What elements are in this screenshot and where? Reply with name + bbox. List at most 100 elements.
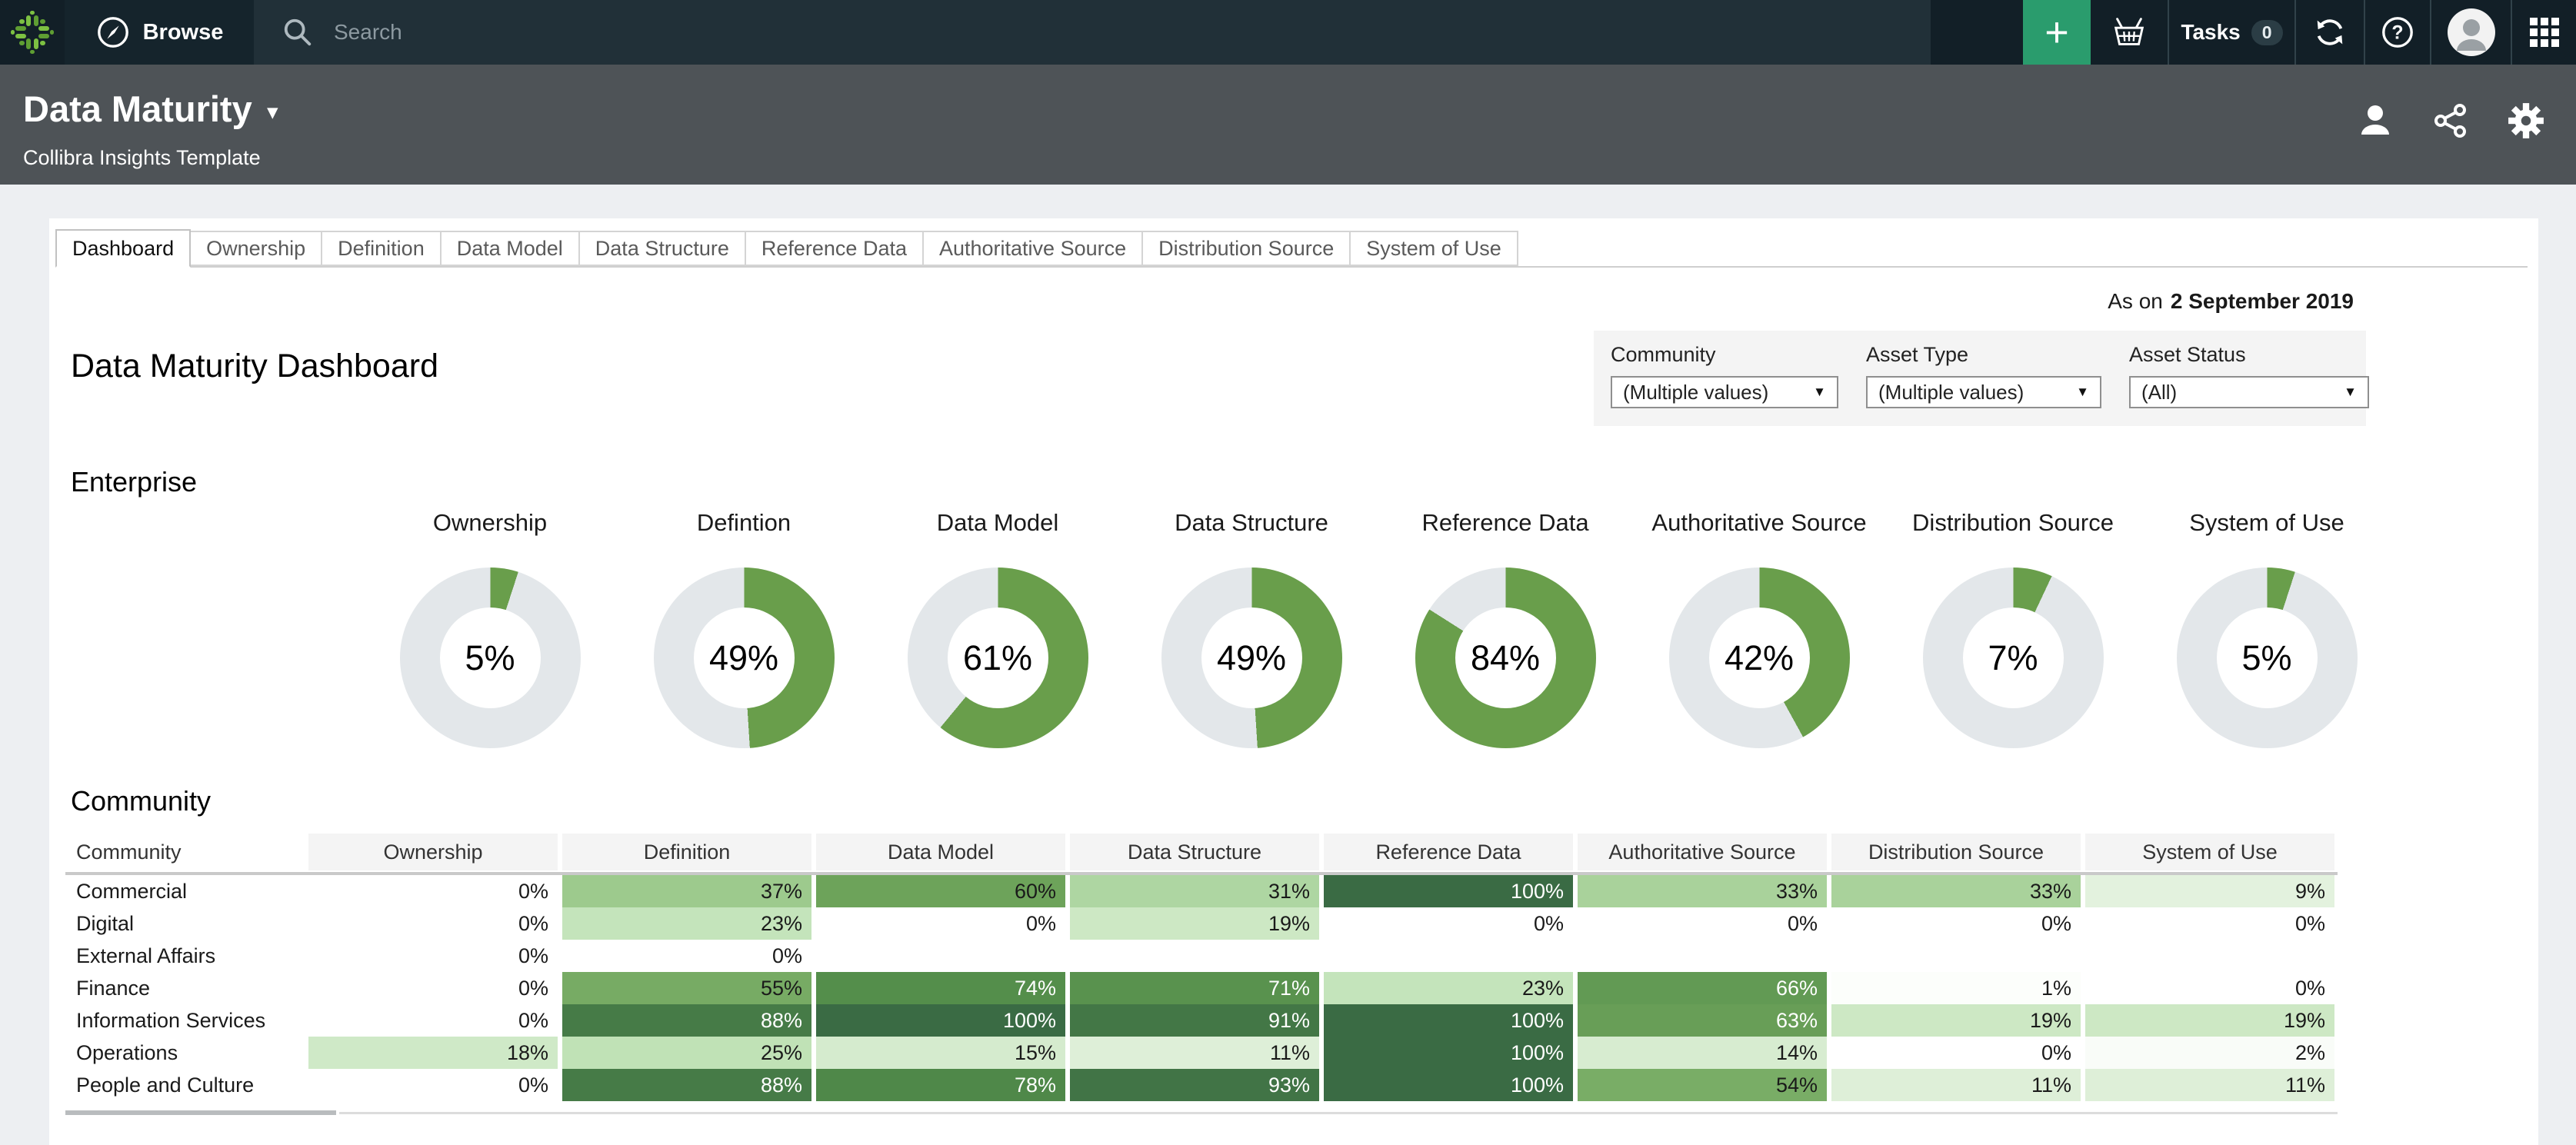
donut-chart[interactable]: 84% [1415,568,1596,748]
heatmap-cell[interactable]: 91% [1070,1004,1319,1037]
heatmap-cell[interactable]: 15% [816,1037,1065,1069]
heatmap-cell[interactable]: 100% [1324,875,1573,907]
tab-data-structure[interactable]: Data Structure [578,231,746,266]
heatmap-cell[interactable]: 25% [562,1037,811,1069]
heatmap-cell[interactable]: 0% [308,907,558,940]
filter-select-community[interactable]: (Multiple values) ▼ [1611,376,1838,408]
heatmap-cell[interactable]: 0% [308,940,558,972]
heatmap-cell[interactable]: 19% [1070,907,1319,940]
heatmap-cell[interactable]: 100% [1324,1004,1573,1037]
user-menu-button[interactable] [2430,0,2511,65]
heatmap-cell[interactable]: 37% [562,875,811,907]
donut-label: System of Use [2189,509,2344,536]
heatmap-cell[interactable]: 0% [308,1004,558,1037]
heatmap-cell[interactable]: 33% [1578,875,1827,907]
heatmap-cell[interactable]: 0% [308,1069,558,1101]
heatmap-cell[interactable]: 60% [816,875,1065,907]
tab-data-model[interactable]: Data Model [439,231,580,266]
tab-definition[interactable]: Definition [321,231,442,266]
heatmap-cell[interactable] [1324,940,1573,972]
donut-chart[interactable]: 61% [907,568,1088,748]
heatmap-cell[interactable]: 100% [1324,1037,1573,1069]
table-row: External Affairs 0% 0% [65,940,2338,972]
heatmap-cell[interactable] [2085,940,2334,972]
heatmap-cell[interactable]: 93% [1070,1069,1319,1101]
heatmap-cell[interactable]: 11% [1070,1037,1319,1069]
heatmap-cell[interactable]: 0% [308,875,558,907]
help-button[interactable]: ? [2364,0,2430,65]
search-input[interactable] [332,19,1025,45]
heatmap-cell[interactable]: 0% [2085,907,2334,940]
heatmap-cell[interactable]: 74% [816,972,1065,1004]
tasks-button[interactable]: Tasks 0 [2168,0,2294,65]
donut-chart[interactable]: 5% [399,568,581,748]
heatmap-cell[interactable]: 0% [1324,907,1573,940]
tab-authoritative-source[interactable]: Authoritative Source [921,231,1144,266]
heatmap-cell[interactable]: 9% [2085,875,2334,907]
browse-button[interactable]: Browse [65,0,254,65]
tab-reference-data[interactable]: Reference Data [744,231,924,266]
heatmap-cell[interactable]: 88% [562,1069,811,1101]
heatmap-cell[interactable]: 18% [308,1037,558,1069]
heatmap-cell[interactable]: 19% [1831,1004,2081,1037]
apps-grid-button[interactable] [2511,0,2576,65]
heatmap-cell[interactable]: 88% [562,1004,811,1037]
heatmap-cell[interactable]: 0% [562,940,811,972]
heatmap-cell[interactable]: 19% [2085,1004,2334,1037]
heatmap-cell[interactable] [1831,940,2081,972]
column-header-data-model: Data Model [816,834,1065,870]
heatmap-cell[interactable]: 1% [1831,972,2081,1004]
selected-value: (All) [2141,380,2178,404]
table-row: Digital 0% 23% 0% 19% 0% 0% 0% 0% [65,907,2338,940]
heatmap-cell[interactable]: 23% [1324,972,1573,1004]
tab-ownership[interactable]: Ownership [189,231,323,266]
collibra-logo[interactable] [0,0,65,65]
apps-grid-icon [2528,16,2561,48]
tab-dashboard[interactable]: Dashboard [55,229,192,268]
donut-chart[interactable]: 7% [1922,568,2104,748]
heatmap-cell[interactable]: 100% [816,1004,1065,1037]
sync-button[interactable] [2294,0,2364,65]
donut-chart[interactable]: 5% [2176,568,2358,748]
settings-button[interactable] [2504,98,2548,143]
heatmap-cell[interactable]: 14% [1578,1037,1827,1069]
heatmap-cell[interactable]: 71% [1070,972,1319,1004]
heatmap-cell[interactable]: 54% [1578,1069,1827,1101]
heatmap-cell[interactable]: 100% [1324,1069,1573,1101]
heatmap-cell[interactable]: 55% [562,972,811,1004]
horizontal-scrollbar-thumb[interactable] [65,1110,336,1115]
donut-chart[interactable]: 42% [1668,568,1850,748]
heatmap-cell[interactable]: 0% [2085,972,2334,1004]
heatmap-cell[interactable]: 0% [308,972,558,1004]
heatmap-cell[interactable]: 33% [1831,875,2081,907]
donut-value: 84% [1470,637,1541,677]
heatmap-cell[interactable]: 78% [816,1069,1065,1101]
filter-select-asset-status[interactable]: (All) ▼ [2129,376,2369,408]
heatmap-cell[interactable]: 0% [816,907,1065,940]
heatmap-cell[interactable]: 11% [2085,1069,2334,1101]
basket-button[interactable] [2091,0,2168,65]
heatmap-cell[interactable]: 63% [1578,1004,1827,1037]
donut-value: 5% [2241,637,2292,677]
heatmap-cell[interactable]: 11% [1831,1069,2081,1101]
heatmap-cell[interactable] [1070,940,1319,972]
donut-chart[interactable]: 49% [1161,568,1342,748]
heatmap-cell[interactable] [1578,940,1827,972]
heatmap-cell[interactable]: 0% [1831,907,2081,940]
heatmap-cell[interactable]: 66% [1578,972,1827,1004]
permissions-button[interactable] [2353,98,2398,143]
sync-icon [2312,15,2348,50]
heatmap-cell[interactable]: 0% [1831,1037,2081,1069]
create-button[interactable]: + [2023,0,2091,65]
heatmap-cell[interactable]: 23% [562,907,811,940]
heatmap-cell[interactable]: 0% [1578,907,1827,940]
tab-distribution-source[interactable]: Distribution Source [1141,231,1351,266]
heatmap-cell[interactable]: 2% [2085,1037,2334,1069]
tab-system-of-use[interactable]: System of Use [1349,231,1518,266]
dashboard-title-menu[interactable]: Data Maturity ▾ [23,88,278,130]
donut-chart[interactable]: 49% [653,568,835,748]
heatmap-cell[interactable] [816,940,1065,972]
filter-select-asset-type[interactable]: (Multiple values) ▼ [1866,376,2101,408]
share-button[interactable] [2428,98,2473,143]
heatmap-cell[interactable]: 31% [1070,875,1319,907]
